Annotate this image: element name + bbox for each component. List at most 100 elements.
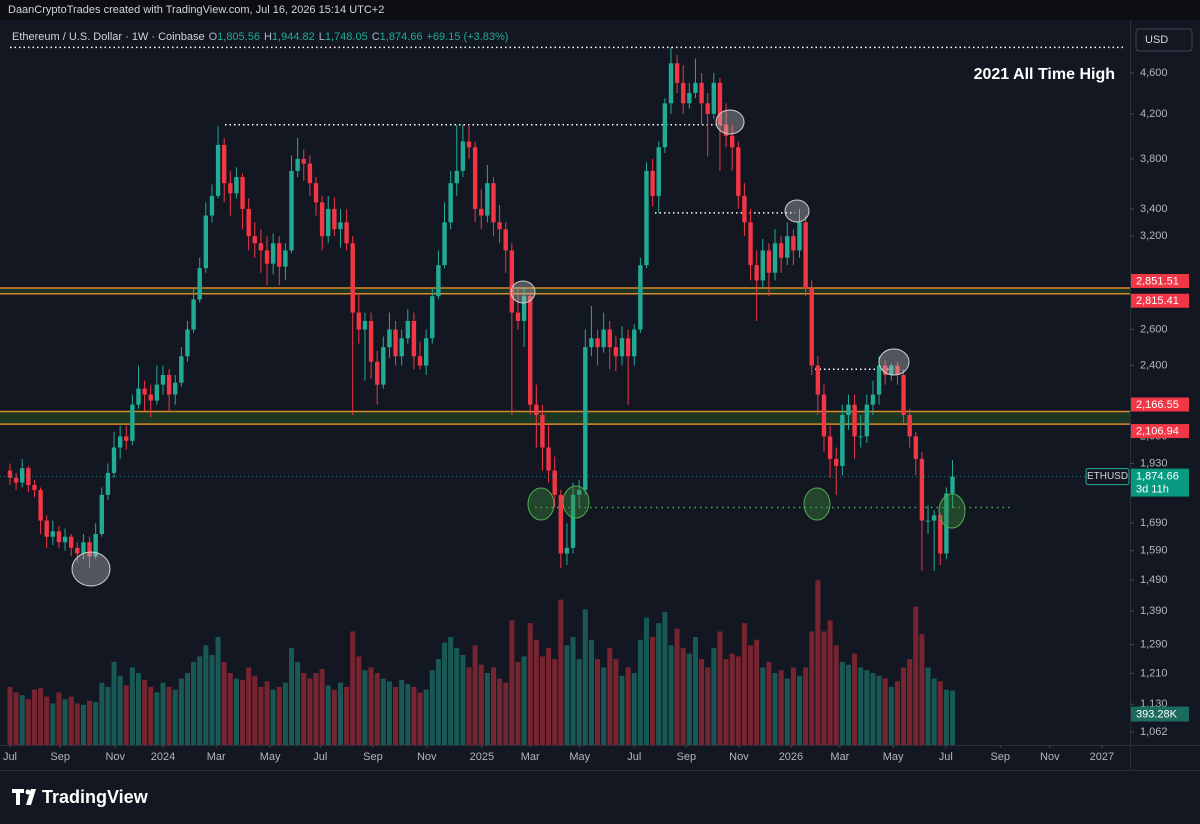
volume-bar: [735, 656, 741, 745]
x-tick-label: Nov: [1040, 751, 1060, 763]
candle-body: [938, 515, 943, 554]
volume-bar: [215, 637, 221, 745]
candle-body: [497, 222, 502, 230]
x-tick-label: May: [883, 751, 904, 763]
volume-bar: [748, 645, 754, 745]
volume-bar: [44, 696, 50, 745]
candle-body: [576, 489, 582, 495]
volume-bar: [937, 681, 943, 745]
volume-bar: [515, 661, 521, 745]
candle-body: [717, 82, 723, 125]
candle-body: [644, 170, 649, 266]
x-tick-label: Mar: [830, 751, 849, 763]
candle-body: [882, 365, 888, 375]
volume-bar: [760, 667, 766, 745]
x-tick-label: Nov: [417, 751, 437, 763]
volume-bar: [50, 703, 56, 745]
candle-body: [240, 176, 245, 209]
candle-body: [166, 374, 172, 395]
volume-bar: [142, 679, 148, 745]
volume-bar: [289, 648, 295, 745]
x-tick-label: 2024: [151, 751, 175, 763]
volume-bar: [417, 692, 423, 745]
volume-bar: [809, 631, 815, 745]
volume-bar: [472, 645, 478, 745]
volume-bar: [931, 678, 937, 745]
volume-bar: [631, 673, 637, 745]
volume-bar: [497, 678, 503, 745]
volume-bar: [607, 648, 613, 745]
volume-bar: [172, 689, 178, 745]
y-tick-label: 2,600: [1140, 323, 1168, 335]
volume-bar: [815, 580, 821, 745]
annotations: [71, 109, 966, 587]
level-tag: [1131, 397, 1189, 412]
candle-body: [613, 347, 619, 357]
candle-body: [907, 414, 912, 437]
candle-body: [313, 183, 319, 203]
candle-body: [148, 394, 153, 401]
volume-bar: [258, 686, 264, 745]
x-tick-label: Jul: [627, 751, 641, 763]
candle-body: [876, 365, 882, 395]
volume-bar: [301, 673, 307, 745]
volume-bar: [184, 673, 190, 745]
candle-body: [221, 144, 227, 184]
volume-bar: [564, 645, 570, 745]
candle-body: [136, 388, 141, 405]
candle-body: [809, 288, 814, 366]
x-tick-label: Mar: [521, 751, 540, 763]
candle-body: [705, 103, 710, 114]
legend-value: 1,944.82: [272, 31, 315, 43]
volume-bar: [490, 667, 496, 745]
volume-bar: [368, 667, 374, 745]
x-tick-label: Nov: [105, 751, 125, 763]
x-tick-label: 2026: [779, 751, 803, 763]
legend-value: 1,748.05: [325, 31, 368, 43]
volume-bar: [399, 679, 405, 745]
volume-bar: [448, 637, 454, 745]
candle-body: [191, 299, 196, 330]
volume-bar: [227, 673, 233, 745]
candle-body: [277, 243, 282, 267]
candle-body: [638, 265, 643, 330]
volume-bar: [80, 704, 86, 745]
candle-body: [534, 404, 539, 415]
candle-body: [895, 365, 900, 375]
candle-body: [632, 329, 637, 357]
candle-body: [821, 394, 827, 437]
candle-body: [87, 542, 92, 557]
header-text: DaanCryptoTrades created with TradingVie…: [8, 4, 384, 16]
volume-bar: [123, 685, 129, 745]
candle-body: [81, 542, 86, 554]
candle-body: [913, 436, 918, 459]
volume-bar: [350, 631, 356, 745]
volume-bar: [613, 659, 619, 745]
currency-button[interactable]: [1135, 28, 1193, 52]
candle-body: [509, 250, 515, 313]
candle-body: [234, 176, 239, 194]
volume-bar: [380, 678, 386, 745]
candle-body: [430, 296, 435, 339]
volume-bar: [521, 656, 527, 745]
circle-marker: [878, 348, 910, 376]
candle-body: [803, 222, 808, 289]
candle-body: [772, 243, 778, 273]
volume-bar: [852, 653, 858, 745]
volume-bar: [619, 675, 625, 745]
candle-body: [668, 63, 674, 104]
volume-bar: [307, 678, 313, 745]
candle-body: [650, 170, 655, 196]
volume-bar: [405, 684, 411, 745]
volume-bar: [233, 678, 239, 745]
level-tag: [1131, 274, 1189, 289]
volume-bar: [527, 623, 533, 745]
x-tick-label: Nov: [729, 751, 749, 763]
candle-body: [931, 515, 937, 521]
candle-body: [111, 447, 117, 473]
volume-bar: [393, 686, 399, 745]
volume-bar: [729, 653, 735, 745]
candle-body: [197, 268, 202, 300]
